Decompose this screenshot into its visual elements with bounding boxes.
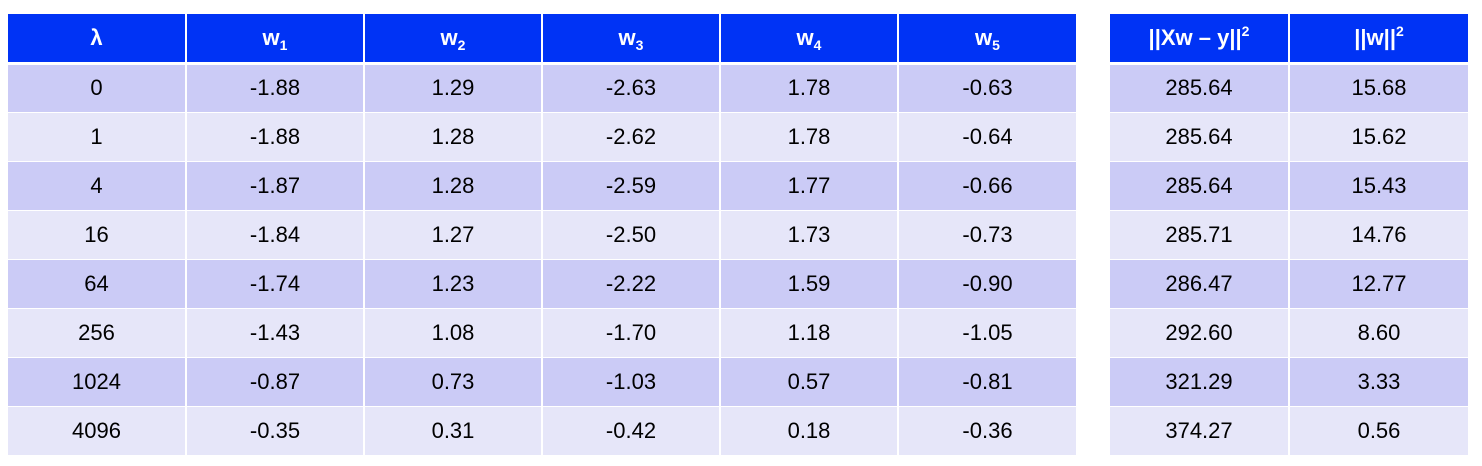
weights-table: λ w1 w2 w3 w4 w5 0 -1.88 1.29 -2.63 1.78 -0.6… [8,14,1076,456]
w5-cell: -0.64 [897,112,1076,162]
weight-norm-cell: 14.76 [1288,210,1468,260]
w2-header: w2 [363,14,543,65]
residual-norm-cell: 285.64 [1110,63,1290,113]
weight-norm-header: ||w||2 [1288,14,1468,65]
w5-cell: -0.66 [897,161,1076,211]
lambda-header: λ [8,14,187,65]
w5-cell: -0.36 [897,406,1076,456]
w4-header: w4 [719,14,899,65]
table-row: 285.71 14.76 [1110,210,1468,260]
w3-cell: -2.22 [541,259,721,309]
w3-cell: -0.42 [541,406,721,456]
w5-cell: -0.63 [897,63,1076,113]
weight-norm-cell: 8.60 [1288,308,1468,358]
w1-cell: -1.88 [185,112,365,162]
table-row: 285.64 15.43 [1110,161,1468,211]
w1-cell: -1.74 [185,259,365,309]
residual-norm-cell: 285.64 [1110,161,1290,211]
table-row: 1024 -0.87 0.73 -1.03 0.57 -0.81 [8,357,1076,407]
table-row: 292.60 8.60 [1110,308,1468,358]
w2-cell: 0.31 [363,406,543,456]
lambda-cell: 256 [8,308,187,358]
w1-header: w1 [185,14,365,65]
w2-cell: 1.08 [363,308,543,358]
w1-cell: -1.43 [185,308,365,358]
w4-cell: 1.59 [719,259,899,309]
w4-cell: 1.18 [719,308,899,358]
lambda-cell: 1024 [8,357,187,407]
weight-norm-cell: 0.56 [1288,406,1468,456]
weight-norm-cell: 12.77 [1288,259,1468,309]
residual-norm-cell: 285.64 [1110,112,1290,162]
w1-cell: -1.84 [185,210,365,260]
lambda-cell: 4 [8,161,187,211]
table-row: 16 -1.84 1.27 -2.50 1.73 -0.73 [8,210,1076,260]
residual-norm-cell: 286.47 [1110,259,1290,309]
residual-norm-cell: 374.27 [1110,406,1290,456]
w4-cell: 1.78 [719,112,899,162]
w4-cell: 1.78 [719,63,899,113]
w3-cell: -1.70 [541,308,721,358]
w5-cell: -0.90 [897,259,1076,309]
w2-cell: 1.28 [363,112,543,162]
residual-norm-cell: 321.29 [1110,357,1290,407]
w5-cell: -1.05 [897,308,1076,358]
w1-cell: -0.35 [185,406,365,456]
w3-cell: -2.59 [541,161,721,211]
table-row: 4096 -0.35 0.31 -0.42 0.18 -0.36 [8,406,1076,456]
w4-cell: 1.73 [719,210,899,260]
table-row: 285.64 15.68 [1110,63,1468,113]
lambda-cell: 1 [8,112,187,162]
metrics-header-row: ||Xw – y||2 ||w||2 [1110,14,1468,65]
table-row: 321.29 3.33 [1110,357,1468,407]
lambda-cell: 64 [8,259,187,309]
w5-header: w5 [897,14,1076,65]
metrics-table: ||Xw – y||2 ||w||2 285.64 15.68 285.64 15.6… [1110,14,1468,456]
w4-cell: 1.77 [719,161,899,211]
residual-norm-cell: 285.71 [1110,210,1290,260]
table-row: 64 -1.74 1.23 -2.22 1.59 -0.90 [8,259,1076,309]
lambda-cell: 16 [8,210,187,260]
w5-cell: -0.81 [897,357,1076,407]
w2-cell: 0.73 [363,357,543,407]
weight-norm-cell: 15.62 [1288,112,1468,162]
table-row: 256 -1.43 1.08 -1.70 1.18 -1.05 [8,308,1076,358]
w3-cell: -2.63 [541,63,721,113]
table-row: 285.64 15.62 [1110,112,1468,162]
w1-cell: -1.87 [185,161,365,211]
table-row: 374.27 0.56 [1110,406,1468,456]
lambda-cell: 0 [8,63,187,113]
weight-norm-cell: 15.43 [1288,161,1468,211]
residual-norm-cell: 292.60 [1110,308,1290,358]
w5-cell: -0.73 [897,210,1076,260]
table-row: 4 -1.87 1.28 -2.59 1.77 -0.66 [8,161,1076,211]
w3-cell: -1.03 [541,357,721,407]
w3-cell: -2.62 [541,112,721,162]
w2-cell: 1.28 [363,161,543,211]
table-row: 286.47 12.77 [1110,259,1468,309]
w1-cell: -1.88 [185,63,365,113]
w4-cell: 0.18 [719,406,899,456]
w3-cell: -2.50 [541,210,721,260]
weights-header-row: λ w1 w2 w3 w4 w5 [8,14,1076,65]
w4-cell: 0.57 [719,357,899,407]
w1-cell: -0.87 [185,357,365,407]
residual-norm-header: ||Xw – y||2 [1110,14,1290,65]
table-row: 1 -1.88 1.28 -2.62 1.78 -0.64 [8,112,1076,162]
w3-header: w3 [541,14,721,65]
weight-norm-cell: 3.33 [1288,357,1468,407]
w2-cell: 1.23 [363,259,543,309]
table-row: 0 -1.88 1.29 -2.63 1.78 -0.63 [8,63,1076,113]
weight-norm-cell: 15.68 [1288,63,1468,113]
lambda-cell: 4096 [8,406,187,456]
w2-cell: 1.27 [363,210,543,260]
w2-cell: 1.29 [363,63,543,113]
